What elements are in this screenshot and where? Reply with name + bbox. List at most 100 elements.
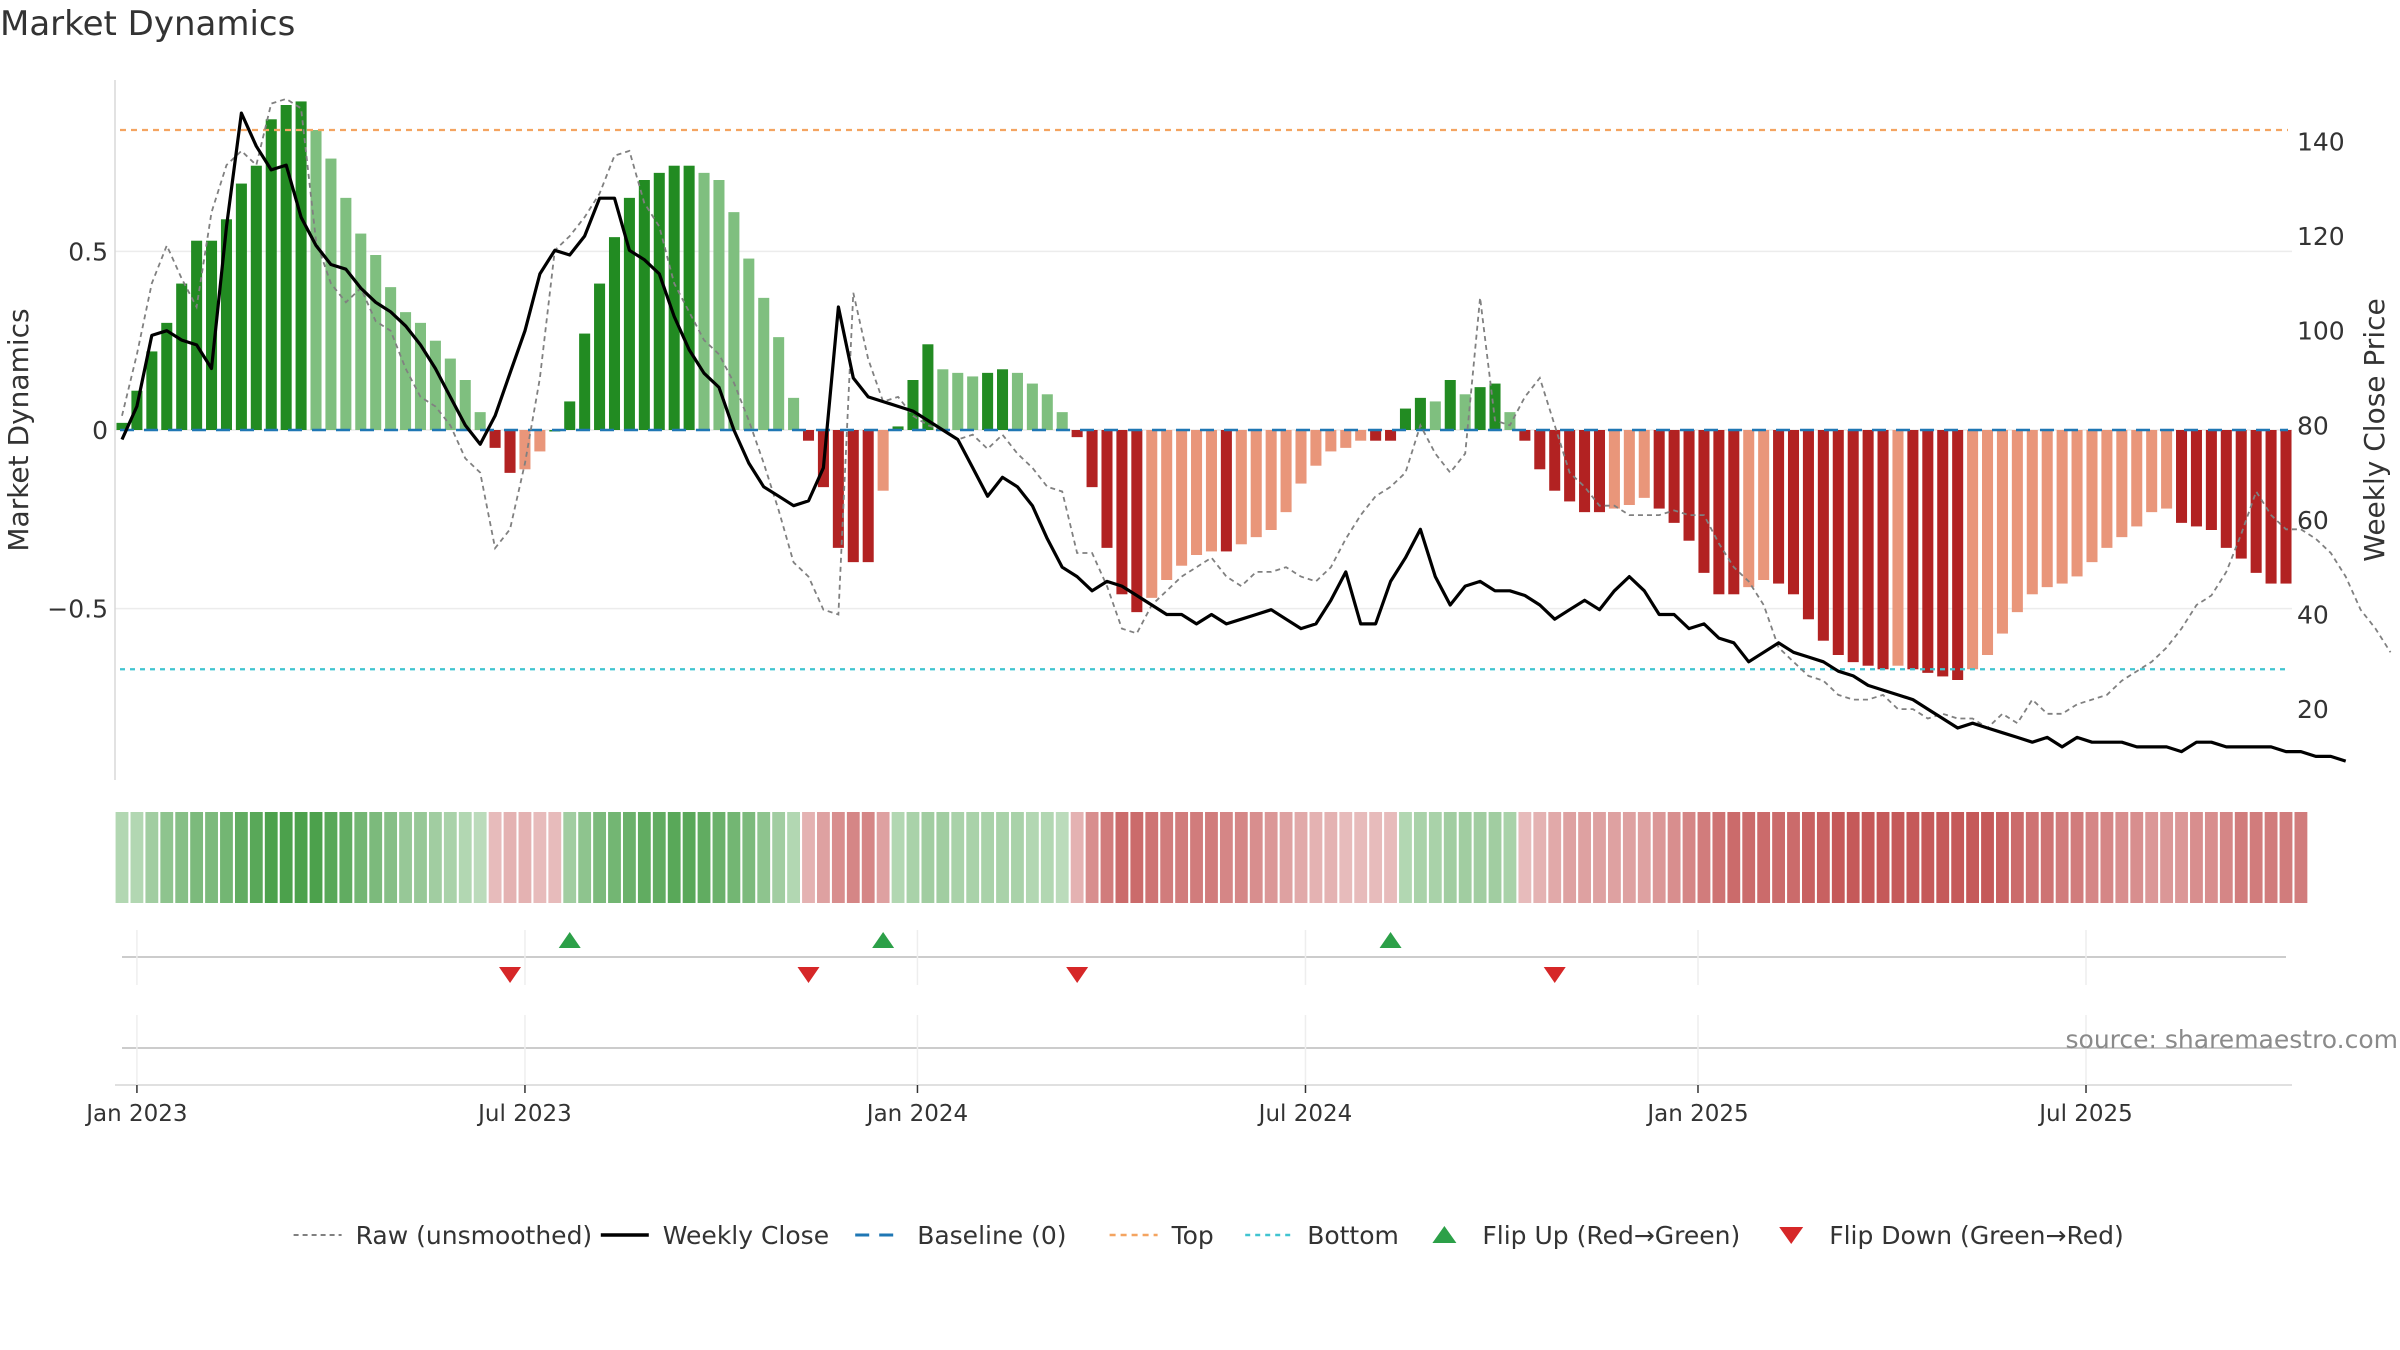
dynamics-bar: [2220, 430, 2232, 548]
legend-label: Top: [1171, 1221, 1214, 1250]
strip-cell: [1772, 812, 1785, 903]
strip-cell: [234, 812, 248, 903]
dynamics-bar: [937, 369, 949, 430]
strip-cell: [2010, 812, 2024, 903]
strip-cell: [1264, 812, 1278, 903]
dynamics-bar: [355, 233, 367, 430]
x-tick-label: Jul 2025: [2037, 1101, 2133, 1127]
dynamics-bar: [668, 165, 680, 430]
legend-label: Bottom: [1307, 1221, 1399, 1250]
strip-cell: [1249, 812, 1263, 903]
strip-cell: [1458, 812, 1472, 903]
dynamics-bar: [280, 105, 292, 430]
legend-label: Weekly Close: [663, 1221, 829, 1250]
dynamics-bar: [1683, 430, 1695, 541]
strip-cell: [2279, 812, 2293, 903]
strip-cell: [1145, 812, 1159, 903]
regime-strip: [115, 812, 2308, 903]
strip-cell: [1846, 812, 1860, 903]
strip-cell: [2204, 812, 2218, 903]
y-tick-right: 140: [2297, 127, 2345, 156]
strip-cell: [1787, 812, 1800, 903]
dynamics-bar: [1728, 430, 1740, 595]
dynamics-bar: [1847, 430, 1859, 663]
strip-cell: [1190, 812, 1203, 903]
dynamics-bar: [385, 287, 397, 430]
dynamics-bar: [1907, 430, 1919, 670]
strip-cell: [1816, 812, 1830, 903]
y-tick-right: 100: [2297, 317, 2345, 346]
dynamics-bar: [713, 180, 725, 430]
dynamics-bar: [2116, 430, 2128, 538]
strip-cell: [130, 812, 144, 903]
dynamics-bar: [1787, 430, 1800, 595]
strip-cell: [1055, 812, 1069, 903]
dynamics-bar: [1668, 430, 1680, 523]
strip-cell: [2040, 812, 2054, 903]
strip-cell: [220, 812, 233, 903]
strip-cell: [339, 812, 353, 903]
legend-swatch: [1779, 1227, 1804, 1244]
strip-cell: [936, 812, 950, 903]
dynamics-bar: [683, 165, 695, 430]
dynamics-bar: [146, 351, 158, 430]
dynamics-bar: [638, 180, 650, 430]
dynamics-bar: [1325, 430, 1337, 452]
legend-label: Flip Down (Green→Red): [1829, 1221, 2124, 1250]
strip-cell: [1533, 812, 1547, 903]
strip-cell: [294, 812, 308, 903]
dynamics-bar: [370, 255, 382, 430]
dynamics-bar: [1773, 430, 1785, 584]
strip-cell: [1294, 812, 1308, 903]
strip-cell: [1936, 812, 1950, 903]
flip-down-marker: [1543, 967, 1566, 983]
strip-cell: [1831, 812, 1845, 903]
strip-cell: [1279, 812, 1293, 903]
y-tick-left: −0.5: [47, 595, 108, 624]
legend-item-close: Weekly Close: [600, 1221, 829, 1250]
strip-cell: [1682, 812, 1696, 903]
strip-cell: [309, 812, 323, 903]
strip-cell: [1160, 812, 1174, 903]
dynamics-bar: [310, 130, 322, 430]
dynamics-bar: [2056, 430, 2068, 584]
strip-cell: [966, 812, 980, 903]
dynamics-bar: [788, 397, 800, 430]
dynamics-bar: [1967, 430, 1979, 670]
strip-cell: [1428, 812, 1442, 903]
x-axis-panel: Jan 2023 Jul 2023 Jan 2024 Jul 2024 Jan 2025…: [84, 1015, 2292, 1127]
strip-cell: [2160, 812, 2174, 903]
strip-cell: [2115, 812, 2129, 903]
strip-cell: [264, 812, 278, 903]
dynamics-bar: [1235, 430, 1247, 545]
dynamics-bar: [2265, 430, 2277, 584]
dynamics-bar: [2086, 430, 2098, 563]
strip-cell: [2175, 812, 2188, 903]
dynamics-bar: [1101, 430, 1113, 548]
strip-cell: [1219, 812, 1233, 903]
strip-cell: [712, 812, 726, 903]
dynamics-bar: [1713, 430, 1725, 595]
strip-cell: [846, 812, 860, 903]
strip-cell: [1802, 812, 1815, 903]
strip-cell: [1011, 812, 1024, 903]
flip-down-marker: [499, 967, 522, 983]
strip-cell: [996, 812, 1009, 903]
strip-cell: [652, 812, 666, 903]
dynamics-bar: [1862, 430, 1874, 666]
dynamics-bar: [2205, 430, 2217, 530]
dynamics-bar: [1429, 401, 1441, 430]
strip-cell: [817, 812, 830, 903]
dynamics-bar: [952, 372, 964, 430]
strip-cell: [175, 812, 189, 903]
dynamics-bar: [847, 430, 859, 563]
strip-cell: [2025, 812, 2039, 903]
dynamics-bar: [1504, 412, 1516, 430]
dynamics-bar: [653, 172, 665, 431]
strip-cell: [1473, 812, 1487, 903]
dynamics-bar: [265, 119, 277, 430]
strip-cell: [1234, 812, 1248, 903]
strip-cell: [1608, 812, 1621, 903]
dynamics-bar: [1011, 372, 1023, 430]
strip-cell: [1040, 812, 1054, 903]
